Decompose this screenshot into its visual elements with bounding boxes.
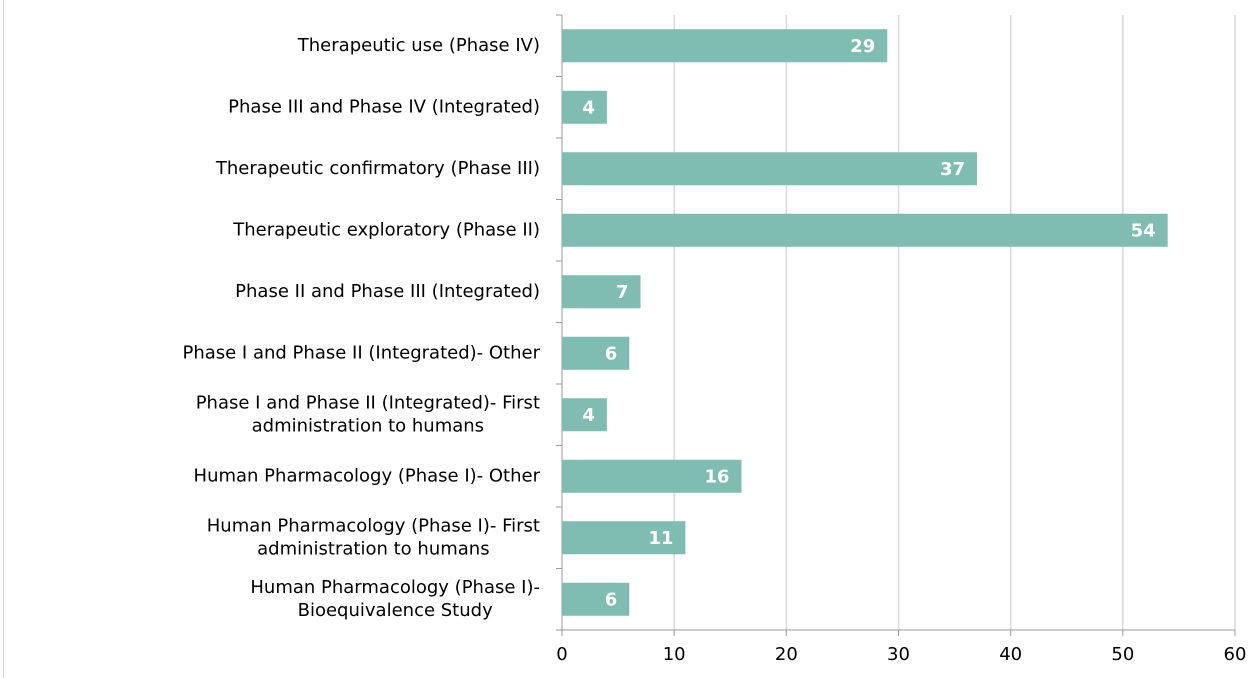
value-label: 6 xyxy=(605,343,618,364)
y-tick-label: Phase II and Phase III (Integrated) xyxy=(235,281,540,302)
y-tick-label: Phase I and Phase II (Integrated)- Other xyxy=(182,342,540,363)
y-tick-label: Phase III and Phase IV (Integrated) xyxy=(228,96,540,117)
bar xyxy=(562,213,1168,247)
value-label: 6 xyxy=(605,589,618,610)
bar xyxy=(562,582,630,616)
value-label: 16 xyxy=(704,466,729,487)
x-tick-label: 40 xyxy=(999,644,1022,665)
value-label: 11 xyxy=(648,528,673,549)
y-tick-label: Therapeutic use (Phase IV) xyxy=(297,35,540,56)
y-tick-label: Therapeutic exploratory (Phase II) xyxy=(232,219,540,240)
value-label: 7 xyxy=(616,282,629,303)
y-tick-label: Human Pharmacology (Phase I)- Other xyxy=(194,465,541,486)
x-tick-label: 30 xyxy=(887,644,910,665)
bar xyxy=(562,336,630,370)
bar xyxy=(562,459,742,493)
value-label: 4 xyxy=(582,97,595,118)
bar xyxy=(562,275,641,309)
value-label: 29 xyxy=(850,36,875,57)
y-tick-label: Human Pharmacology (Phase I)-Bioequivale… xyxy=(250,577,540,621)
x-tick-label: 0 xyxy=(556,644,567,665)
bar xyxy=(562,29,888,63)
bar xyxy=(562,521,686,555)
bar xyxy=(562,152,978,186)
x-tick-label: 20 xyxy=(775,644,798,665)
value-label: 4 xyxy=(582,405,595,426)
x-tick-label: 10 xyxy=(663,644,686,665)
y-tick-label: Phase I and Phase II (Integrated)- First… xyxy=(196,392,540,436)
bar xyxy=(562,90,607,124)
value-label: 37 xyxy=(940,159,965,180)
value-label: 54 xyxy=(1131,220,1156,241)
x-tick-label: 50 xyxy=(1111,644,1134,665)
bar xyxy=(562,398,607,432)
y-tick-label: Therapeutic confirmatory (Phase III) xyxy=(215,158,540,179)
y-tick-label: Human Pharmacology (Phase I)- First admin… xyxy=(207,515,540,559)
x-tick-label: 60 xyxy=(1224,644,1247,665)
